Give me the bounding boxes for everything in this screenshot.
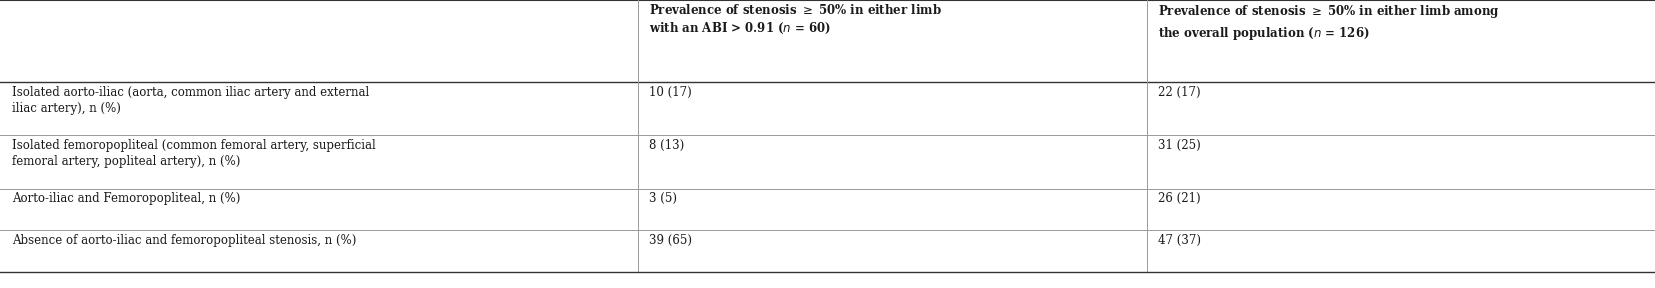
Text: Prevalence of stenosis $\geq$ 50% in either limb among
the overall population ($: Prevalence of stenosis $\geq$ 50% in eit…: [1158, 3, 1499, 42]
Text: 26 (21): 26 (21): [1158, 192, 1200, 205]
Text: 10 (17): 10 (17): [649, 86, 692, 98]
Text: 22 (17): 22 (17): [1158, 86, 1200, 98]
Text: 47 (37): 47 (37): [1158, 234, 1200, 247]
Text: Isolated femoropopliteal (common femoral artery, superficial
femoral artery, pop: Isolated femoropopliteal (common femoral…: [12, 139, 376, 168]
Text: Aorto-iliac and Femoropopliteal, n (%): Aorto-iliac and Femoropopliteal, n (%): [12, 192, 240, 205]
Text: 8 (13): 8 (13): [649, 139, 684, 152]
Text: 3 (5): 3 (5): [649, 192, 677, 205]
Text: 39 (65): 39 (65): [649, 234, 692, 247]
Text: Prevalence of stenosis $\geq$ 50% in either limb
with an ABI > 0.91 ($\mathit{n}: Prevalence of stenosis $\geq$ 50% in eit…: [649, 3, 942, 36]
Text: Absence of aorto-iliac and femoropopliteal stenosis, n (%): Absence of aorto-iliac and femoropoplite…: [12, 234, 356, 247]
Text: 31 (25): 31 (25): [1158, 139, 1200, 152]
Text: Isolated aorto-iliac (aorta, common iliac artery and external
iliac artery), n (: Isolated aorto-iliac (aorta, common ilia…: [12, 86, 369, 115]
